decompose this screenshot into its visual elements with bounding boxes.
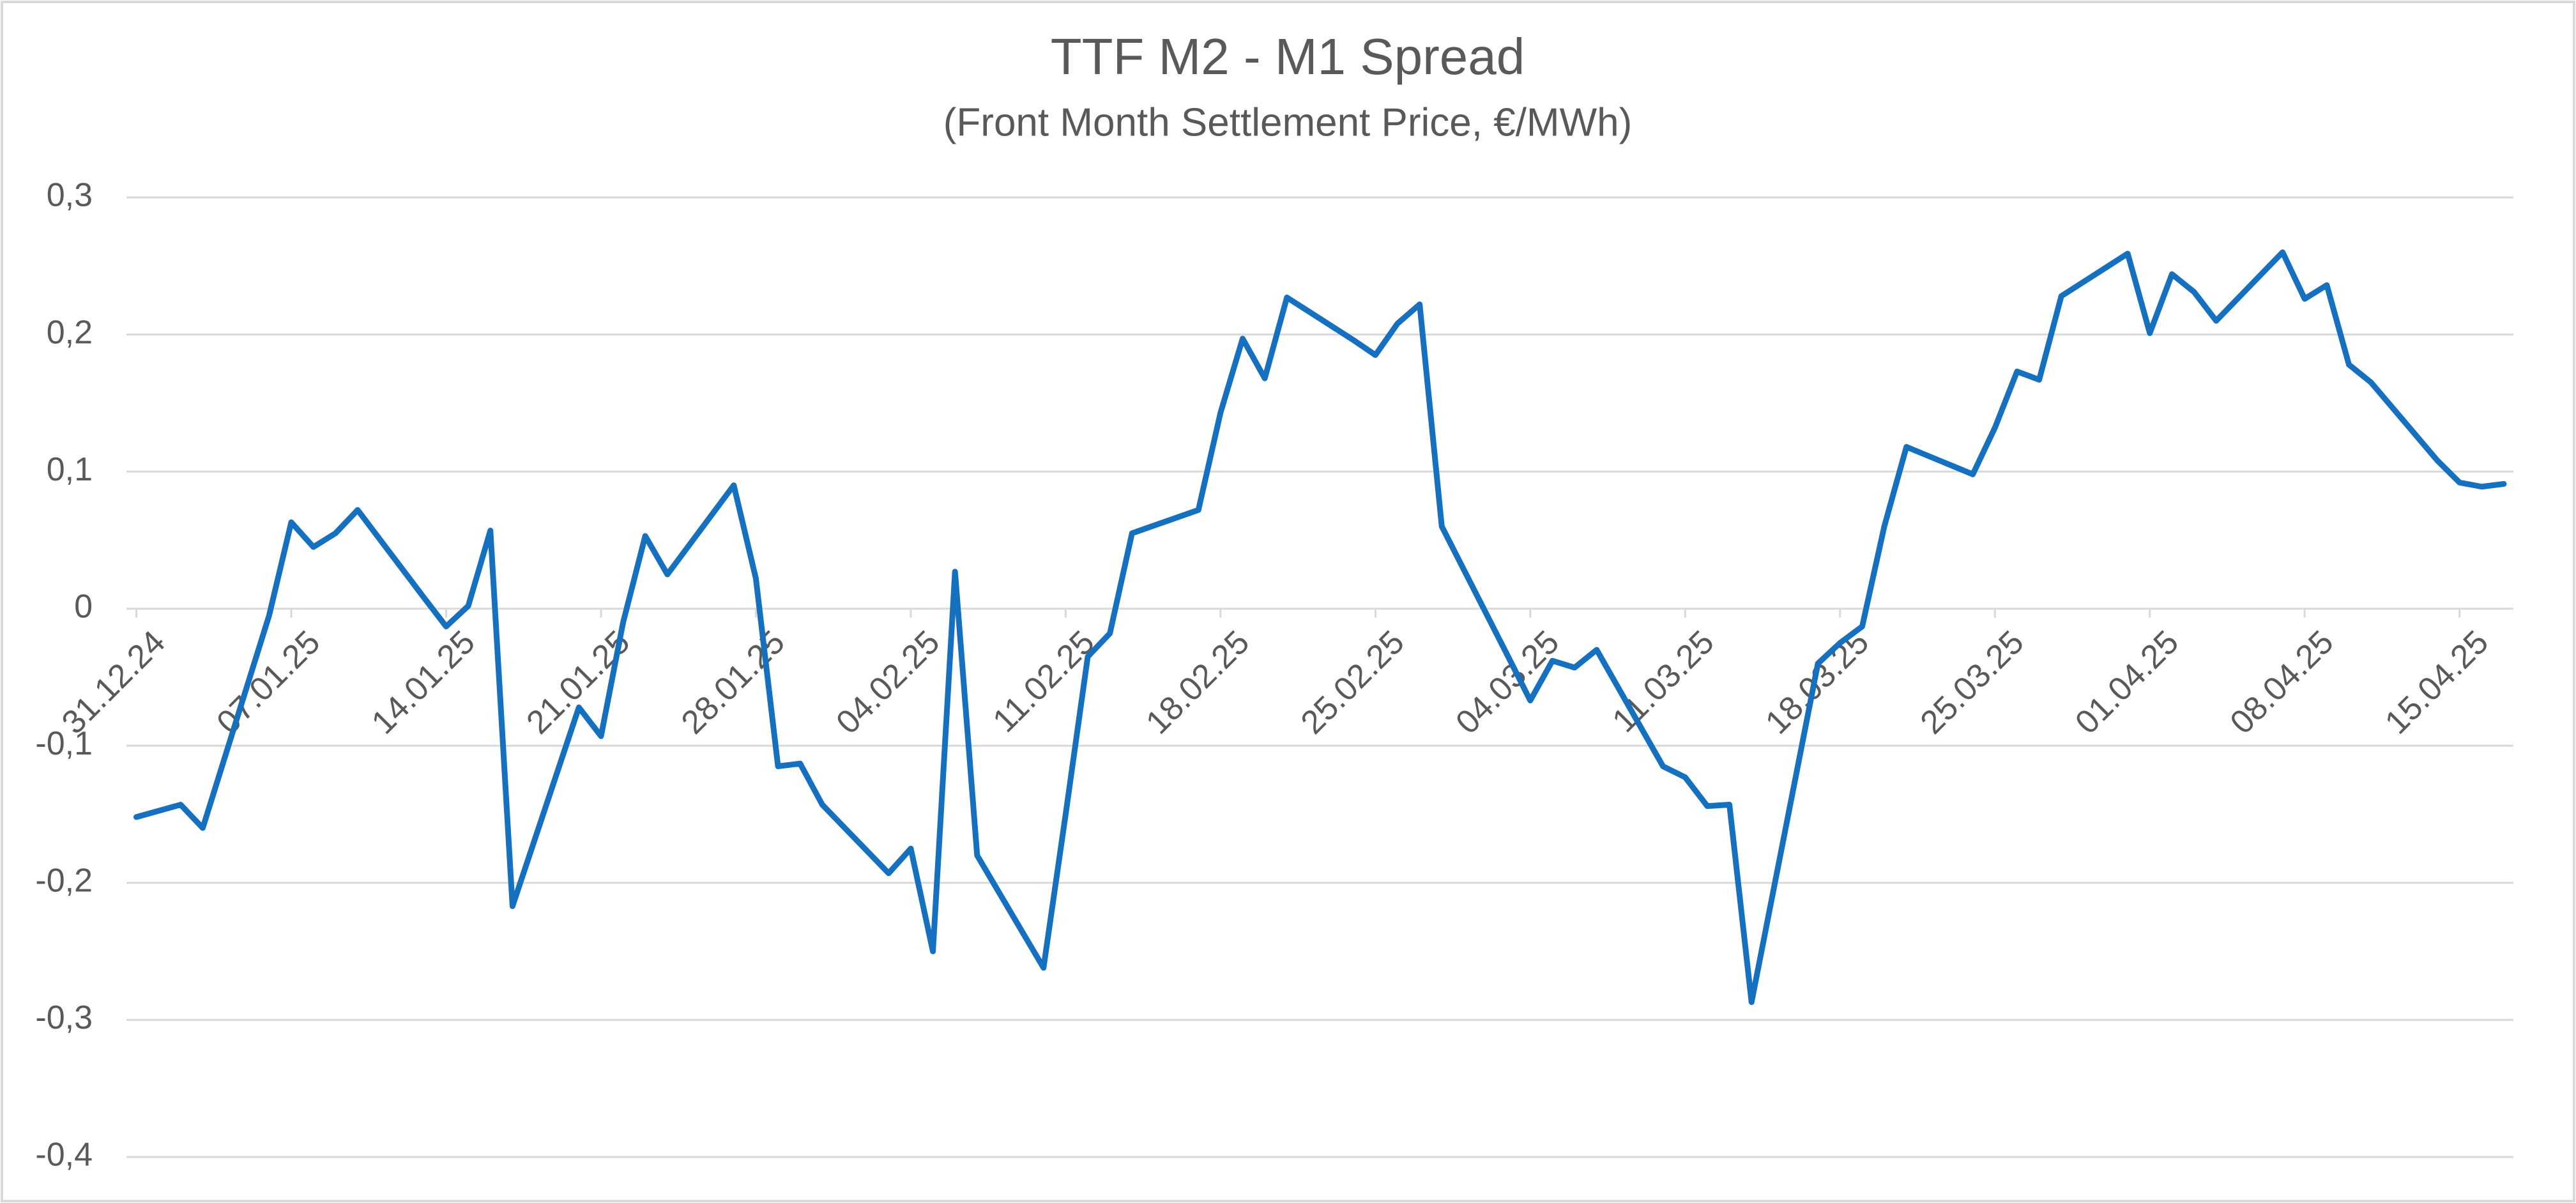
y-tick-label: 0: [74, 588, 93, 625]
y-tick-label: 0,3: [47, 177, 93, 214]
series-line: [133, 249, 2507, 1006]
y-tick-label: 0,2: [47, 314, 93, 351]
y-tick-label: -0,2: [35, 862, 93, 900]
y-tick-label: -0,4: [35, 1137, 93, 1174]
y-tick-label: 0,1: [47, 451, 93, 488]
y-tick-label: -0,1: [35, 725, 93, 762]
chart-subtitle: (Front Month Settlement Price, €/MWh): [943, 100, 1632, 144]
y-tick-label: -0,3: [35, 999, 93, 1036]
chart-title: TTF M2 - M1 Spread: [1051, 28, 1525, 85]
